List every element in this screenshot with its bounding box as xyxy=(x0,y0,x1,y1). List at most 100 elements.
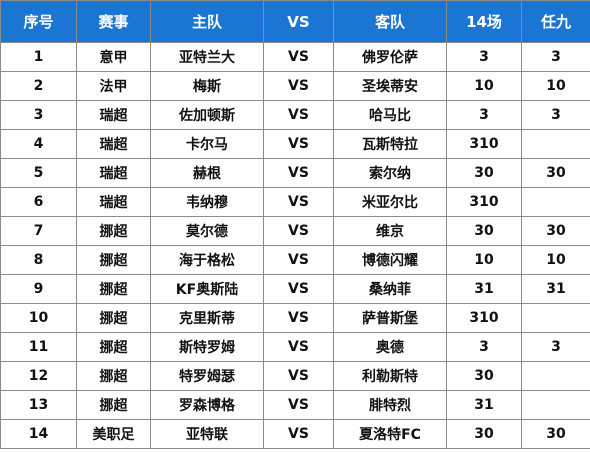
cell-pick-9 xyxy=(521,187,590,217)
cell-away-team: 萨普斯堡 xyxy=(333,303,447,333)
cell-14-games: 3 xyxy=(446,332,522,362)
cell-14-games: 30 xyxy=(446,158,522,188)
cell-vs: VS xyxy=(263,158,334,188)
cell-pick-9: 30 xyxy=(521,216,590,246)
cell-pick-9: 3 xyxy=(521,100,590,130)
cell-league: 挪超 xyxy=(76,245,151,275)
cell-league: 瑞超 xyxy=(76,100,151,130)
cell-vs: VS xyxy=(263,274,334,304)
cell-14-games: 10 xyxy=(446,71,522,101)
cell-away-team: 佛罗伦萨 xyxy=(333,42,447,72)
cell-pick-9: 10 xyxy=(521,71,590,101)
cell-number: 13 xyxy=(0,390,77,420)
cell-pick-9 xyxy=(521,390,590,420)
cell-league: 挪超 xyxy=(76,332,151,362)
cell-pick-9: 3 xyxy=(521,332,590,362)
table-row: 13 挪超 罗森博格 VS 腓特烈 31 xyxy=(0,390,590,420)
table-row: 9 挪超 KF奥斯陆 VS 桑纳菲 31 31 xyxy=(0,274,590,304)
cell-league: 挪超 xyxy=(76,361,151,391)
cell-vs: VS xyxy=(263,71,334,101)
cell-number: 9 xyxy=(0,274,77,304)
cell-number: 3 xyxy=(0,100,77,130)
header-vs: VS xyxy=(263,0,334,43)
table-row: 11 挪超 斯特罗姆 VS 奥德 3 3 xyxy=(0,332,590,362)
cell-14-games: 310 xyxy=(446,303,522,333)
cell-number: 11 xyxy=(0,332,77,362)
cell-away-team: 腓特烈 xyxy=(333,390,447,420)
header-14-games: 14场 xyxy=(446,0,522,43)
cell-14-games: 3 xyxy=(446,100,522,130)
cell-vs: VS xyxy=(263,100,334,130)
cell-away-team: 圣埃蒂安 xyxy=(333,71,447,101)
table-row: 12 挪超 特罗姆瑟 VS 利勒斯特 30 xyxy=(0,361,590,391)
cell-home-team: 韦纳穆 xyxy=(150,187,264,217)
table-row: 7 挪超 莫尔德 VS 维京 30 30 xyxy=(0,216,590,246)
cell-away-team: 利勒斯特 xyxy=(333,361,447,391)
cell-league: 挪超 xyxy=(76,390,151,420)
table-row: 5 瑞超 赫根 VS 索尔纳 30 30 xyxy=(0,158,590,188)
cell-home-team: 莫尔德 xyxy=(150,216,264,246)
table-row: 2 法甲 梅斯 VS 圣埃蒂安 10 10 xyxy=(0,71,590,101)
cell-home-team: 克里斯蒂 xyxy=(150,303,264,333)
table-row: 8 挪超 海于格松 VS 博德闪耀 10 10 xyxy=(0,245,590,275)
cell-league: 意甲 xyxy=(76,42,151,72)
cell-vs: VS xyxy=(263,245,334,275)
cell-away-team: 博德闪耀 xyxy=(333,245,447,275)
cell-vs: VS xyxy=(263,419,334,449)
cell-home-team: 特罗姆瑟 xyxy=(150,361,264,391)
cell-14-games: 31 xyxy=(446,274,522,304)
cell-vs: VS xyxy=(263,303,334,333)
cell-away-team: 奥德 xyxy=(333,332,447,362)
cell-number: 5 xyxy=(0,158,77,188)
cell-home-team: 卡尔马 xyxy=(150,129,264,159)
cell-number: 10 xyxy=(0,303,77,333)
cell-14-games: 310 xyxy=(446,129,522,159)
cell-number: 1 xyxy=(0,42,77,72)
cell-league: 瑞超 xyxy=(76,158,151,188)
cell-number: 4 xyxy=(0,129,77,159)
cell-14-games: 10 xyxy=(446,245,522,275)
header-home-team: 主队 xyxy=(150,0,264,43)
cell-vs: VS xyxy=(263,129,334,159)
cell-home-team: 梅斯 xyxy=(150,71,264,101)
cell-home-team: 斯特罗姆 xyxy=(150,332,264,362)
header-row: 序号 赛事 主队 VS 客队 14场 任九 xyxy=(0,0,590,43)
cell-away-team: 索尔纳 xyxy=(333,158,447,188)
cell-14-games: 30 xyxy=(446,216,522,246)
cell-14-games: 30 xyxy=(446,361,522,391)
cell-away-team: 瓦斯特拉 xyxy=(333,129,447,159)
cell-home-team: 亚特兰大 xyxy=(150,42,264,72)
cell-vs: VS xyxy=(263,42,334,72)
cell-pick-9 xyxy=(521,303,590,333)
cell-pick-9: 30 xyxy=(521,419,590,449)
cell-14-games: 30 xyxy=(446,419,522,449)
cell-home-team: 亚特联 xyxy=(150,419,264,449)
cell-vs: VS xyxy=(263,390,334,420)
cell-league: 法甲 xyxy=(76,71,151,101)
header-number: 序号 xyxy=(0,0,77,43)
cell-league: 挪超 xyxy=(76,274,151,304)
cell-vs: VS xyxy=(263,332,334,362)
cell-number: 12 xyxy=(0,361,77,391)
cell-vs: VS xyxy=(263,187,334,217)
cell-pick-9: 31 xyxy=(521,274,590,304)
cell-vs: VS xyxy=(263,361,334,391)
cell-league: 瑞超 xyxy=(76,129,151,159)
cell-away-team: 夏洛特FC xyxy=(333,419,447,449)
cell-league: 挪超 xyxy=(76,216,151,246)
cell-away-team: 维京 xyxy=(333,216,447,246)
cell-number: 6 xyxy=(0,187,77,217)
header-league: 赛事 xyxy=(76,0,151,43)
cell-vs: VS xyxy=(263,216,334,246)
cell-league: 瑞超 xyxy=(76,187,151,217)
cell-pick-9: 30 xyxy=(521,158,590,188)
cell-pick-9: 3 xyxy=(521,42,590,72)
cell-14-games: 31 xyxy=(446,390,522,420)
cell-pick-9 xyxy=(521,129,590,159)
table-row: 14 美职足 亚特联 VS 夏洛特FC 30 30 xyxy=(0,419,590,449)
cell-number: 14 xyxy=(0,419,77,449)
header-away-team: 客队 xyxy=(333,0,447,43)
cell-home-team: 罗森博格 xyxy=(150,390,264,420)
cell-home-team: 海于格松 xyxy=(150,245,264,275)
